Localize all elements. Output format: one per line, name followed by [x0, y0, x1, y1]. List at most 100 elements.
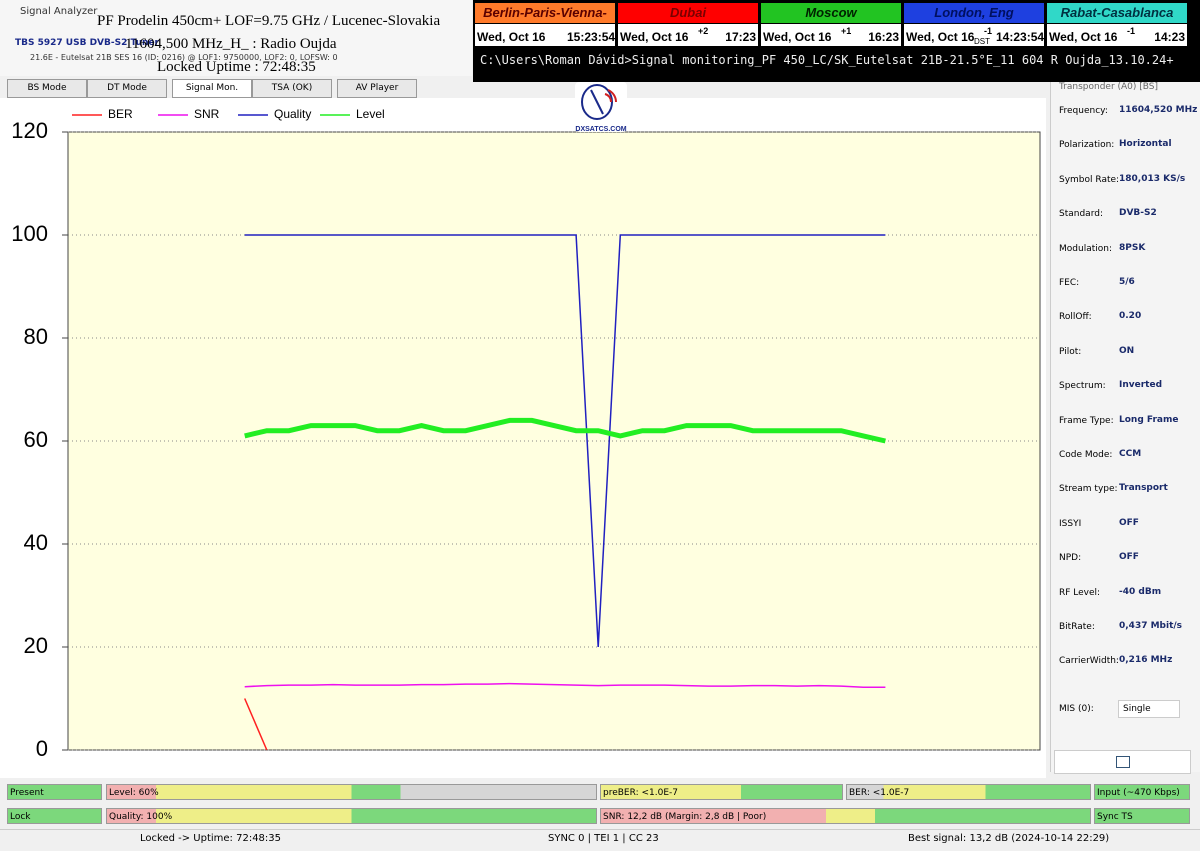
tab[interactable]: TSA (OK)	[252, 79, 332, 98]
info-value: OFF	[1119, 552, 1139, 563]
info-heading: Transponder (A0) [BS]	[1059, 82, 1159, 92]
status-bar: preBER: <1.0E-7	[600, 784, 843, 800]
info-value: 11604,520 MHz	[1119, 105, 1198, 115]
clock-city: London, Eng	[904, 3, 1044, 23]
logo: DXSATCS.COM	[575, 82, 627, 133]
tuner: TBS 5927 USB DVB-S2 Tuner	[15, 38, 159, 48]
clock-time: 14:23	[1154, 30, 1185, 44]
info-label: FEC:	[1059, 278, 1080, 288]
clock-date: Wed, Oct 16	[477, 30, 546, 44]
chart: 0 20 40 60 80 100 120 BER SNR Quality Level	[0, 98, 1046, 778]
tab[interactable]: BS Mode	[7, 79, 87, 98]
clock-bg	[761, 24, 901, 46]
overlay-text: 11604,500 MHz_H_ : Radio Oujda	[125, 36, 337, 52]
info-value: CCM	[1119, 449, 1142, 459]
info-label: Code Mode:	[1059, 450, 1113, 460]
button-icon	[1115, 756, 1130, 768]
clock-bg	[618, 24, 758, 46]
overlay-text: Locked Uptime : 72:48:35	[157, 59, 316, 75]
tab[interactable]: AV Player	[337, 79, 417, 98]
series-line	[244, 417, 886, 444]
info-value: 0,216 MHz	[1119, 655, 1173, 666]
info-panel	[1050, 82, 1200, 772]
series-line	[244, 234, 886, 648]
y-tick-label: 60	[24, 427, 48, 452]
clock-date: Wed, Oct 16	[620, 30, 689, 44]
clock-time: 17:23	[725, 30, 756, 44]
info-label: Stream type:	[1059, 484, 1118, 495]
y-tick-label: 120	[11, 118, 48, 143]
clock-time: 16:23	[868, 30, 899, 44]
clock-time: 15:23:54	[567, 30, 616, 44]
info-label: Spectrum:	[1059, 381, 1106, 392]
clock-date: Wed, Oct 16	[763, 30, 832, 44]
legend-label: Level	[356, 107, 385, 121]
info-value: DVB-S2	[1119, 208, 1157, 219]
y-tick-label: 40	[24, 530, 48, 555]
series-line	[244, 682, 886, 688]
mis-select[interactable]: Single	[1118, 700, 1180, 718]
status-bar: Level: 60%	[106, 784, 597, 800]
status-text: Locked -> Uptime: 72:48:35	[140, 833, 282, 844]
clock-city: Berlin-Paris-Vienna-Roma	[475, 3, 615, 40]
status-bar: Input (~470 Kbps)	[1094, 784, 1190, 800]
legend-label: BER	[108, 107, 133, 121]
clock-offset: -1	[984, 26, 993, 36]
clock-bg	[904, 24, 1044, 46]
info-value: 180,013 KS/s	[1119, 173, 1186, 184]
clock-offset: -1	[1127, 26, 1136, 36]
status-bar: Present	[7, 784, 102, 800]
clock-dst: DST	[974, 37, 990, 46]
clock-city: Moscow	[761, 3, 901, 23]
info-label: Frame Type:	[1059, 415, 1114, 426]
clock-date: Wed, Oct 16	[1049, 30, 1118, 44]
mis-label: MIS (0):	[1059, 704, 1094, 714]
status-text: Best signal: 13,2 dB (2024-10-14 22:29)	[908, 833, 1110, 844]
logo-text: DXSATCS.COM	[575, 126, 627, 133]
status-bar: Lock	[7, 808, 102, 824]
clock-bg	[1047, 24, 1187, 46]
window-title: Signal Analyzer	[20, 6, 98, 17]
y-tick-label: 20	[24, 633, 48, 658]
clock-city: Rabat-Casablanca	[1047, 3, 1187, 23]
command-line: C:\Users\Roman Dávid>Signal monitoring_P…	[480, 53, 1174, 67]
panel-button[interactable]	[1054, 750, 1191, 774]
status-text: SYNC 0 | TEI 1 | CC 23	[548, 833, 659, 844]
info-value: Long Frame	[1119, 414, 1179, 425]
y-tick-label: 0	[36, 736, 48, 761]
info-label: Standard:	[1059, 209, 1103, 220]
info-label: RollOff:	[1059, 312, 1092, 323]
clock-time: 14:23:54	[996, 30, 1045, 44]
title-bar	[0, 0, 472, 76]
y-tick-label: 80	[24, 324, 48, 349]
legend-label: Quality	[274, 107, 311, 121]
info-value: Inverted	[1119, 380, 1163, 391]
status-bar: Sync TS	[1094, 808, 1190, 824]
info-value: Transport	[1119, 483, 1168, 494]
info-value: OFF	[1119, 517, 1139, 528]
info-label: RF Level:	[1059, 587, 1101, 598]
clock-date: Wed, Oct 16	[906, 30, 975, 44]
clock-offset: +1	[841, 26, 852, 36]
info-value: 0.20	[1119, 311, 1142, 322]
series-line	[244, 698, 268, 751]
y-tick-label: 100	[11, 221, 48, 246]
info-label: Polarization:	[1059, 140, 1115, 151]
info-value: 8PSK	[1119, 242, 1146, 253]
status-line	[0, 829, 1200, 851]
plot-area	[67, 131, 1041, 751]
legend-label: SNR	[194, 107, 220, 121]
status-bar: BER: <1.0E-7	[846, 784, 1091, 800]
info-label: Modulation:	[1059, 243, 1112, 254]
info-label: BitRate:	[1059, 622, 1095, 632]
clock-offset: +2	[698, 26, 709, 36]
info-label: ISSYI	[1059, 518, 1082, 529]
info-value: ON	[1119, 345, 1135, 356]
tab[interactable]: Signal Mon.	[172, 79, 252, 98]
tab[interactable]: DT Mode	[87, 79, 167, 98]
status-bar: Quality: 100%	[106, 808, 597, 824]
clock-bg	[475, 24, 615, 46]
info-label: Pilot:	[1059, 346, 1082, 357]
